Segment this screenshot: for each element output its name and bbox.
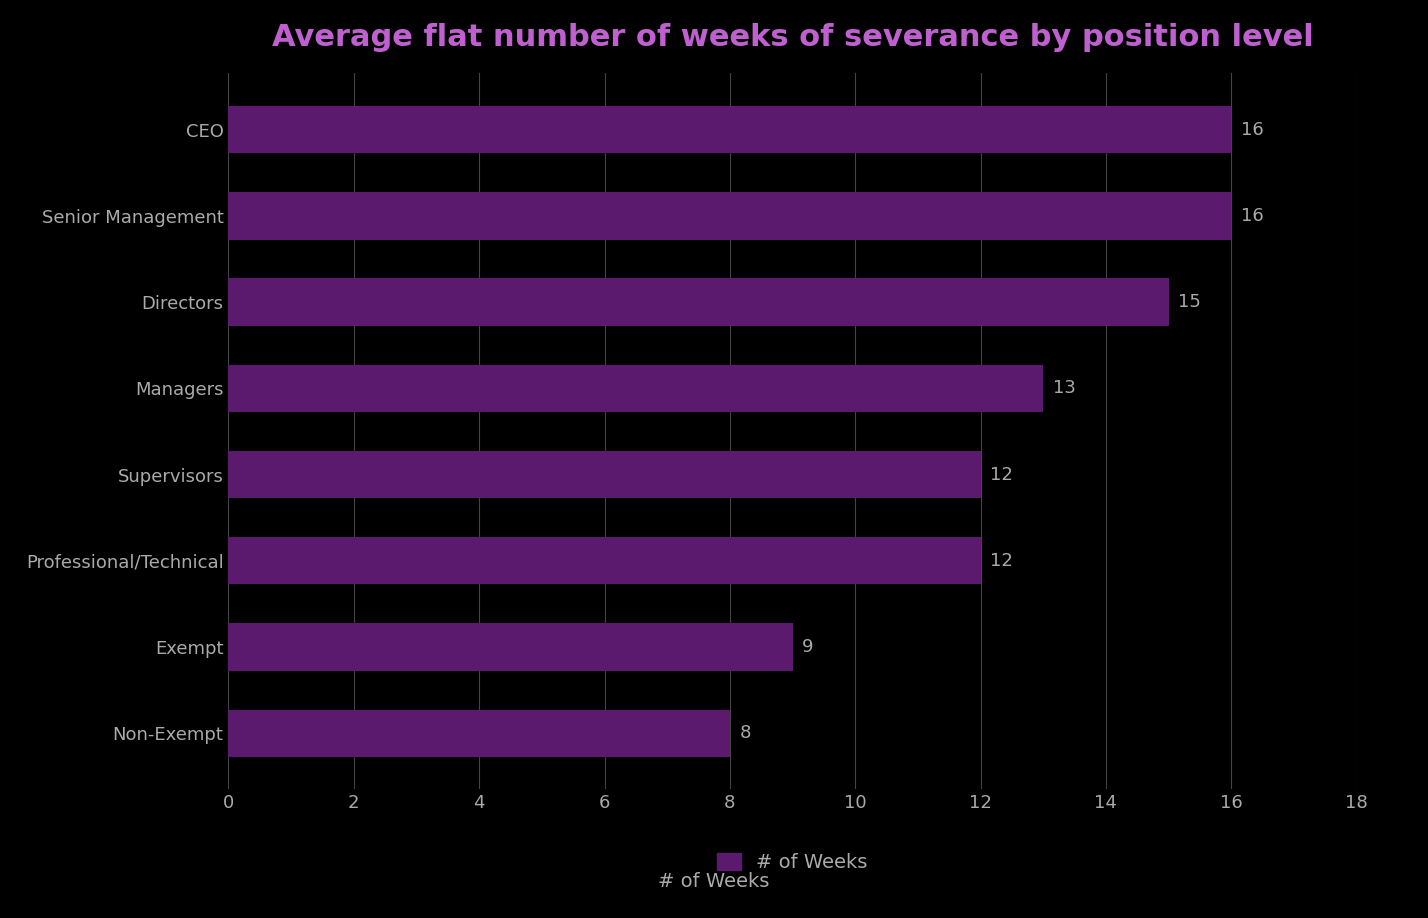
Text: 12: 12 (990, 465, 1012, 484)
Text: 8: 8 (740, 724, 751, 743)
Text: 12: 12 (990, 552, 1012, 570)
Text: 16: 16 (1241, 207, 1264, 225)
Bar (228, 192, 1231, 240)
Text: 15: 15 (1178, 293, 1201, 311)
Bar (228, 364, 1044, 412)
Bar (228, 623, 793, 671)
Text: 9: 9 (803, 638, 814, 656)
Text: 13: 13 (1052, 379, 1075, 397)
Legend: # of Weeks: # of Weeks (710, 845, 875, 880)
Text: # of Weeks: # of Weeks (658, 872, 770, 890)
Bar (228, 278, 1168, 326)
Bar (228, 451, 981, 498)
Bar (228, 710, 730, 757)
Text: 16: 16 (1241, 120, 1264, 139)
Title: Average flat number of weeks of severance by position level: Average flat number of weeks of severanc… (271, 23, 1314, 51)
Bar (228, 106, 1231, 153)
Bar (228, 537, 981, 585)
